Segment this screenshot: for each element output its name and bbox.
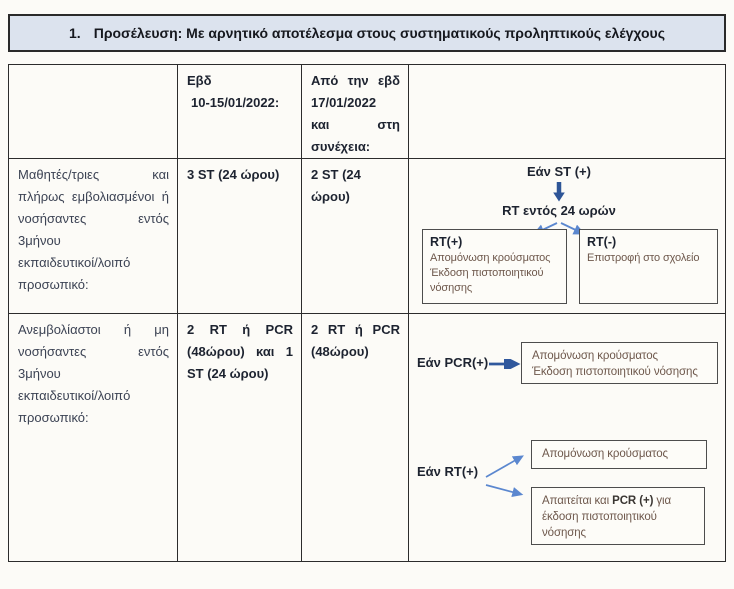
section-title: Προσέλευση: Με αρνητικό αποτέλεσμα στους…: [93, 25, 665, 41]
flowchart1-condition: Εάν ST (+): [527, 164, 591, 179]
header-flow-empty: [409, 65, 725, 159]
protocol-table: Εβδ 10-15/01/2022: Από την εβδ 17/01/2022 κ…: [8, 64, 726, 562]
row-vaccinated-week2-value: 2 ST (24 ώρου): [302, 159, 409, 314]
rt-negative-text: Επιστροφή στο σχολείο: [587, 252, 700, 264]
row-vaccinated-week1-value: 3 ST (24 ώρου): [178, 159, 302, 314]
flowchart-st-positive: Εάν ST (+) RT εντός 24 ωρών RT(+) Απομόν…: [409, 159, 725, 314]
row-unvaccinated-week1-value: 2 RT ή PCR (48ώρου) και 1 ST (24 ώρου): [178, 314, 302, 561]
rt-pcr-required-box: Απαιτείται και PCR (+) για έκδοση πιστοπ…: [531, 487, 705, 545]
arrow-right-icon: [489, 359, 521, 369]
rt-pcr-required-suffix: για έκδοση πιστοποιητικού νόσησης: [542, 495, 672, 539]
flowchart2-condition-pcr: Εάν PCR(+): [417, 355, 489, 370]
rt-isolation-text: Απομόνωση κρούσματος: [542, 448, 668, 460]
rt-positive-box: RT(+) Απομόνωση κρούσματος Έκδοση πιστοπο…: [422, 229, 567, 304]
section-title-bar: 1. Προσέλευση: Με αρνητικό αποτέλεσμα στ…: [8, 14, 726, 52]
arrow-down-icon: [553, 182, 565, 202]
row-unvaccinated-label: Ανεμβολίαστοι ή μη νοσήσαντες εντός 3μήνου…: [9, 314, 178, 561]
flowchart2-condition-rt: Εάν RT(+): [417, 464, 479, 479]
flowchart-pcr-rt-positive: Εάν PCR(+) Απομόνωση κρούσματος Έκδοση πι…: [409, 314, 725, 561]
arrow-fork-icon: [485, 455, 524, 497]
rt-negative-title: RT(-): [587, 235, 617, 249]
rt-pcr-required-prefix: Απαιτείται και: [542, 495, 613, 507]
pcr-positive-text: Απομόνωση κρούσματος Έκδοση πιστοποιητικο…: [532, 350, 698, 378]
rt-isolation-box: Απομόνωση κρούσματος: [531, 440, 707, 469]
rt-positive-title: RT(+): [430, 235, 463, 249]
rt-pcr-required-bold: PCR (+): [612, 495, 654, 507]
pcr-positive-box: Απομόνωση κρούσματος Έκδοση πιστοποιητικο…: [521, 342, 718, 384]
header-week1: Εβδ 10-15/01/2022:: [178, 65, 302, 159]
row-unvaccinated-week2-value: 2 RT ή PCR (48ώρου): [302, 314, 409, 561]
rt-positive-text: Απομόνωση κρούσματος Έκδοση πιστοποιητικο…: [430, 252, 551, 294]
flowchart1-step: RT εντός 24 ωρών: [502, 203, 616, 218]
rt-negative-box: RT(-) Επιστροφή στο σχολείο: [579, 229, 718, 304]
header-week2: Από την εβδ 17/01/2022 και στη συνέχεια:: [302, 65, 409, 159]
header-cell-empty: [9, 65, 178, 159]
section-number: 1.: [69, 25, 81, 41]
